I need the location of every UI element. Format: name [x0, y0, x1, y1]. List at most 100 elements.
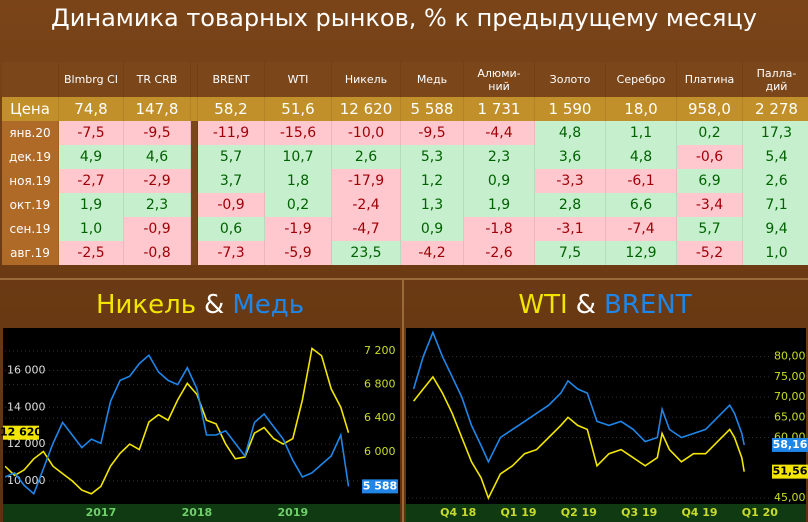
cell: 0,6	[197, 217, 265, 241]
y-tick-label: 14 000	[7, 400, 46, 413]
cell: -7,3	[197, 241, 265, 265]
cell: 2,8	[534, 193, 606, 217]
end-label-box	[362, 479, 398, 494]
cell: 6,9	[676, 169, 743, 193]
cell: 74,8	[58, 97, 124, 121]
end-label: 5 588	[363, 479, 397, 492]
cell: -5,2	[676, 241, 743, 265]
cell: 1,3	[400, 193, 464, 217]
column-header: Серебро	[605, 62, 677, 97]
series-line	[412, 375, 745, 501]
cell: -9,5	[123, 121, 191, 145]
series-line	[5, 346, 350, 495]
cell: 1,0	[58, 217, 124, 241]
cell: 5,4	[742, 145, 808, 169]
cell: -7,5	[58, 121, 124, 145]
column-gap	[190, 217, 198, 241]
cell: -0,6	[676, 145, 743, 169]
row-label: янв.20	[2, 121, 59, 145]
cell: -3,4	[676, 193, 743, 217]
cell: 10,7	[264, 145, 332, 169]
cell: 1,9	[58, 193, 124, 217]
cell: 3,6	[534, 145, 606, 169]
plot-background	[3, 328, 400, 522]
end-label-box	[772, 464, 808, 479]
cell: 18,0	[605, 97, 677, 121]
column-gap	[190, 97, 198, 121]
cell: 17,3	[742, 121, 808, 145]
cell: 1,0	[742, 241, 808, 265]
y-tick-label: 16 000	[7, 363, 46, 376]
y-tick-label: 75,00	[774, 370, 806, 383]
column-header: TR CRB	[123, 62, 191, 97]
column-header	[2, 62, 59, 97]
change-row: сен.19 1,0 -0,9 0,6 -1,9 -4,7 0,9 -1,8 -3,1 -7,4 5…	[2, 217, 808, 241]
legend-entry: Медь	[232, 290, 304, 320]
y-tick-label: 45,00	[774, 491, 806, 504]
column-header: Алюми- ний	[463, 62, 535, 97]
cell: -4,2	[400, 241, 464, 265]
cell: 5 588	[400, 97, 464, 121]
cell: -15,6	[264, 121, 332, 145]
end-label: 51,56	[773, 465, 808, 478]
x-tick-label: Q1 19	[500, 506, 536, 519]
x-tick-label: Q4 18	[440, 506, 476, 519]
y-tick-label: 65,00	[774, 410, 806, 423]
cell: 5,7	[197, 145, 265, 169]
row-label: Цена	[2, 97, 59, 121]
column-gap	[190, 193, 198, 217]
x-tick-label: Q1 20	[742, 506, 778, 519]
column-gap	[190, 169, 198, 193]
column-header: Никель	[331, 62, 401, 97]
cell: 147,8	[123, 97, 191, 121]
cell: -7,4	[605, 217, 677, 241]
cell: 4,6	[123, 145, 191, 169]
cell: -6,1	[605, 169, 677, 193]
cell: 1,8	[264, 169, 332, 193]
cell: -0,9	[123, 217, 191, 241]
cell: -2,5	[58, 241, 124, 265]
cell: 4,9	[58, 145, 124, 169]
price-row: Цена 74,8 147,8 58,2 51,6 12 620 5 588 1 731 1 5…	[2, 97, 808, 121]
cell: -17,9	[331, 169, 401, 193]
cell: -2,9	[123, 169, 191, 193]
cell: 2,3	[123, 193, 191, 217]
cell: 9,4	[742, 217, 808, 241]
title-separator: &	[204, 290, 224, 320]
column-gap	[190, 145, 198, 169]
y-tick-label: 12 000	[7, 437, 46, 450]
cell: -4,4	[463, 121, 535, 145]
change-row: окт.19 1,9 2,3 -0,9 0,2 -2,4 1,3 1,9 2,8 6,6 -3,4 7…	[2, 193, 808, 217]
change-row: янв.20 -7,5 -9,5 -11,9 -15,6 -10,0 -9,5 -4,4 4,8…	[2, 121, 808, 145]
market-table: Blmbrg CI TR CRB BRENT WTI Никель Медь Алюми- …	[2, 62, 808, 265]
x-tick-label: 2019	[278, 506, 309, 519]
cell: -4,7	[331, 217, 401, 241]
cell: 7,1	[742, 193, 808, 217]
x-tick-label: Q3 19	[621, 506, 657, 519]
cell: 0,2	[676, 121, 743, 145]
end-label: 58,16	[773, 438, 808, 451]
change-row: авг.19 -2,5 -0,8 -7,3 -5,9 23,5 -4,2 -2,6 7,5 12,…	[2, 241, 808, 265]
cell: 12 620	[331, 97, 401, 121]
column-header: Золото	[534, 62, 606, 97]
cell: 3,7	[197, 169, 265, 193]
cell: 4,8	[534, 121, 606, 145]
x-tick-label: 2017	[86, 506, 117, 519]
cell: 2,6	[742, 169, 808, 193]
y-tick-label: 6 800	[364, 378, 396, 391]
row-label: окт.19	[2, 193, 59, 217]
title-separator: &	[576, 290, 596, 320]
column-header: Медь	[400, 62, 464, 97]
column-header: Палла- дий	[742, 62, 808, 97]
cell: -9,5	[400, 121, 464, 145]
panel-title: WTI & BRENT	[518, 290, 691, 320]
column-gap	[190, 241, 198, 265]
end-label-box	[3, 425, 39, 440]
row-label: авг.19	[2, 241, 59, 265]
y-tick-label: 7 200	[364, 344, 396, 357]
cell: 1 731	[463, 97, 535, 121]
cell: -1,8	[463, 217, 535, 241]
cell: -11,9	[197, 121, 265, 145]
cell: 5,3	[400, 145, 464, 169]
